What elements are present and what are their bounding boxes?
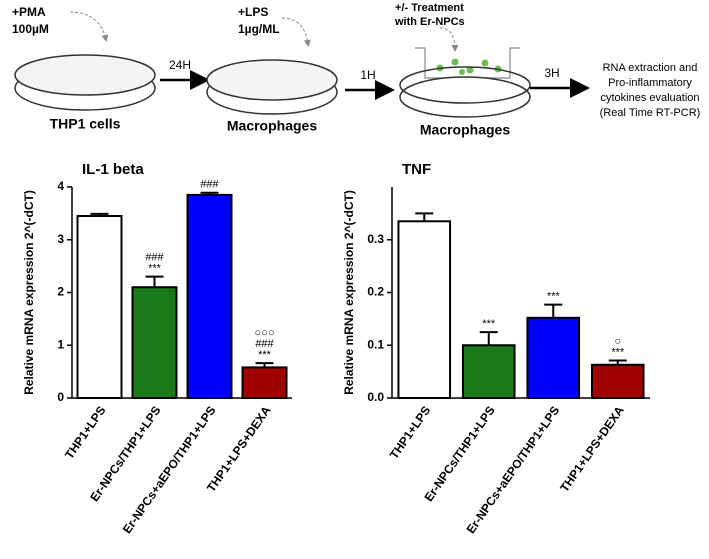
y-axis-label: Relative mRNA expression 2^(-dCT) [342, 190, 356, 395]
bar [461, 344, 516, 399]
dish [399, 76, 531, 118]
dish-label: Macrophages [420, 122, 510, 138]
error-bar [415, 212, 434, 222]
error-bar [479, 331, 498, 346]
chart-title: IL-1 beta [82, 161, 144, 178]
result-line: (Real Time RT-PCR) [600, 107, 701, 119]
treatment: +/- Treatment [395, 2, 464, 14]
y-tick-label: 0.0 [367, 390, 384, 404]
pma: +PMA [12, 5, 46, 19]
x-tick-label: Er-NPCs/THP1+LPS [421, 404, 497, 505]
significance: *** [482, 318, 496, 330]
arrow [69, 11, 109, 42]
result-line: Pro-inflammatory [608, 77, 692, 89]
significance: *** [148, 263, 162, 275]
arrow [439, 27, 459, 52]
y-tick-label: 3 [57, 232, 64, 246]
treatment-with: with Er-NPCs [394, 16, 465, 28]
y-axis-label: Relative mRNA expression 2^(-dCT) [22, 190, 36, 395]
bar [186, 193, 233, 399]
x-tick-label: Er-NPCs+aEPO/THP1+LPS [120, 404, 219, 537]
error-bar [544, 303, 563, 318]
bar [241, 366, 288, 399]
significance: *** [611, 346, 625, 358]
dish-rim [399, 66, 531, 104]
bar [590, 363, 645, 399]
bar [397, 220, 452, 399]
bar [131, 286, 178, 400]
significance: *** [547, 291, 561, 303]
dish-label: Macrophages [227, 118, 317, 134]
y-tick-label: 0.1 [367, 337, 384, 351]
bar [76, 215, 123, 399]
significance: ### [145, 252, 164, 264]
error-bar [608, 359, 627, 365]
y-tick-label: 4 [57, 179, 64, 193]
dish-rim [206, 59, 338, 101]
x-tick-label: THP1+LPS+DEXA [557, 403, 627, 494]
error-bar [90, 212, 109, 217]
y-tick-label: 2 [57, 285, 64, 299]
result-line: cytokines evaluation [600, 92, 699, 104]
time: 1H [360, 68, 375, 82]
x-tick-label: THP1+LPS [62, 404, 108, 462]
arrow [281, 17, 311, 47]
insert [415, 47, 520, 79]
pma-dose: 100µM [12, 22, 49, 36]
schematic: +PMA 100µM THP1 cells 24H +LPS 1µg/ML Ma… [12, 2, 700, 138]
result-line: RNA extraction and [603, 62, 698, 74]
significance: ○○○ [255, 327, 275, 339]
error-bar [200, 191, 219, 195]
dish-label: THP1 cells [50, 116, 121, 132]
significance: *** [258, 349, 272, 361]
y-tick-label: 1 [57, 337, 64, 351]
significance: ○ [614, 335, 621, 347]
significance: ### [255, 338, 274, 350]
error-bar [255, 362, 274, 368]
dish-rim [14, 54, 156, 96]
lps: +LPS [238, 5, 268, 19]
time: 3H [544, 66, 559, 80]
significance: ### [200, 179, 219, 191]
time: 24H [169, 58, 191, 72]
x-tick-label: THP1+LPS [387, 404, 433, 462]
y-tick-label: 0.3 [367, 232, 384, 246]
npcs [436, 58, 502, 75]
chart-title: TNF [402, 161, 431, 178]
lps-dose: 1µg/ML [238, 22, 280, 36]
y-tick-label: 0 [57, 390, 64, 404]
bar [526, 316, 581, 400]
error-bar [145, 275, 164, 288]
y-tick-label: 0.2 [367, 285, 384, 299]
